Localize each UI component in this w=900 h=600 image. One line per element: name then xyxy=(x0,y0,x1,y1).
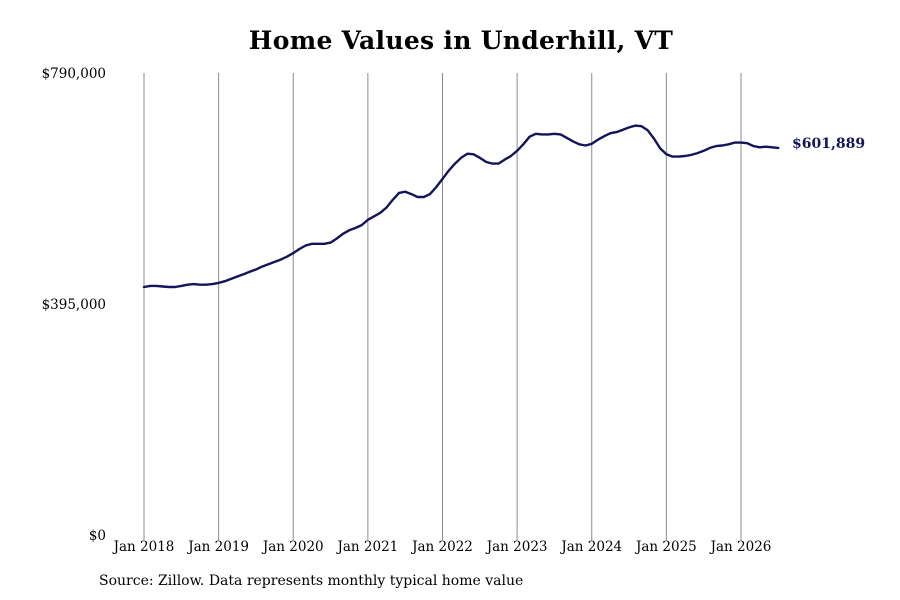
x-tick-label: Jan 2022 xyxy=(410,539,473,555)
x-tick-label: Jan 2024 xyxy=(559,539,622,555)
x-tick-label: Jan 2021 xyxy=(335,539,398,555)
x-tick-label: Jan 2018 xyxy=(112,539,175,555)
series-line-0 xyxy=(142,124,780,289)
source-note: Source: Zillow. Data represents monthly … xyxy=(99,573,524,589)
gridlines xyxy=(143,73,742,535)
y-tick-label: $395,000 xyxy=(42,297,106,313)
y-axis-ticks: $0 $395,000 $790,000 xyxy=(42,66,106,544)
y-tick-label: $790,000 xyxy=(42,66,106,82)
y-tick-label: $0 xyxy=(89,528,106,544)
x-tick-label: Jan 2019 xyxy=(186,539,249,555)
x-tick-label: Jan 2020 xyxy=(261,539,324,555)
x-axis-ticks: Jan 2018 Jan 2019 Jan 2020 Jan 2021 Jan 2022… xyxy=(112,535,772,555)
x-tick-label: Jan 2026 xyxy=(709,539,772,555)
chart-title: Home Values in Underhill, VT xyxy=(248,26,674,55)
series-group: $601,889 xyxy=(142,124,865,289)
x-tick-label: Jan 2023 xyxy=(485,539,548,555)
x-tick-label: Jan 2025 xyxy=(634,539,697,555)
end-value-label: $601,889 xyxy=(792,136,865,152)
